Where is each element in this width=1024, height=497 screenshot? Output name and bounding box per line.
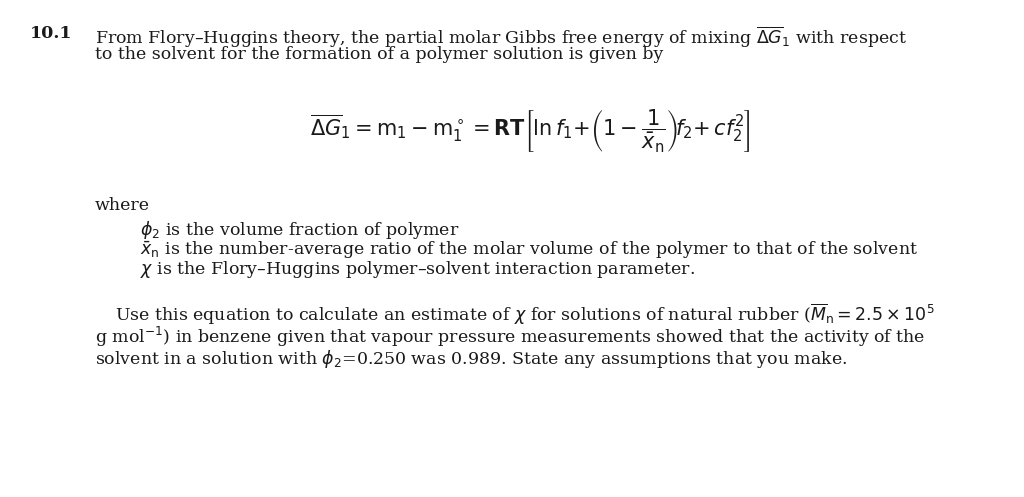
Text: From Flory–Huggins theory, the partial molar Gibbs free energy of mixing $\overl: From Flory–Huggins theory, the partial m…: [95, 25, 907, 50]
Text: $\chi$ is the Flory–Huggins polymer–solvent interaction parameter.: $\chi$ is the Flory–Huggins polymer–solv…: [140, 259, 695, 280]
Text: $\bar{x}_\mathrm{n}$ is the number-average ratio of the molar volume of the poly: $\bar{x}_\mathrm{n}$ is the number-avera…: [140, 239, 918, 260]
Text: $\overline{\Delta G}_1 = \mathrm{m}_1 - \mathrm{m}_1^\circ = \mathbf{RT}\left[\l: $\overline{\Delta G}_1 = \mathrm{m}_1 - …: [309, 107, 751, 154]
Text: Use this equation to calculate an estimate of $\chi$ for solutions of natural ru: Use this equation to calculate an estima…: [115, 302, 935, 328]
Text: to the solvent for the formation of a polymer solution is given by: to the solvent for the formation of a po…: [95, 46, 664, 63]
Text: g mol$^{-1}$) in benzene given that vapour pressure measurements showed that the: g mol$^{-1}$) in benzene given that vapo…: [95, 325, 926, 349]
Text: 10.1: 10.1: [30, 25, 73, 42]
Text: solvent in a solution with $\phi_2$=0.250 was 0.989. State any assumptions that : solvent in a solution with $\phi_2$=0.25…: [95, 348, 848, 370]
Text: $\phi_2$ is the volume fraction of polymer: $\phi_2$ is the volume fraction of polym…: [140, 219, 460, 241]
Text: where: where: [95, 197, 150, 214]
